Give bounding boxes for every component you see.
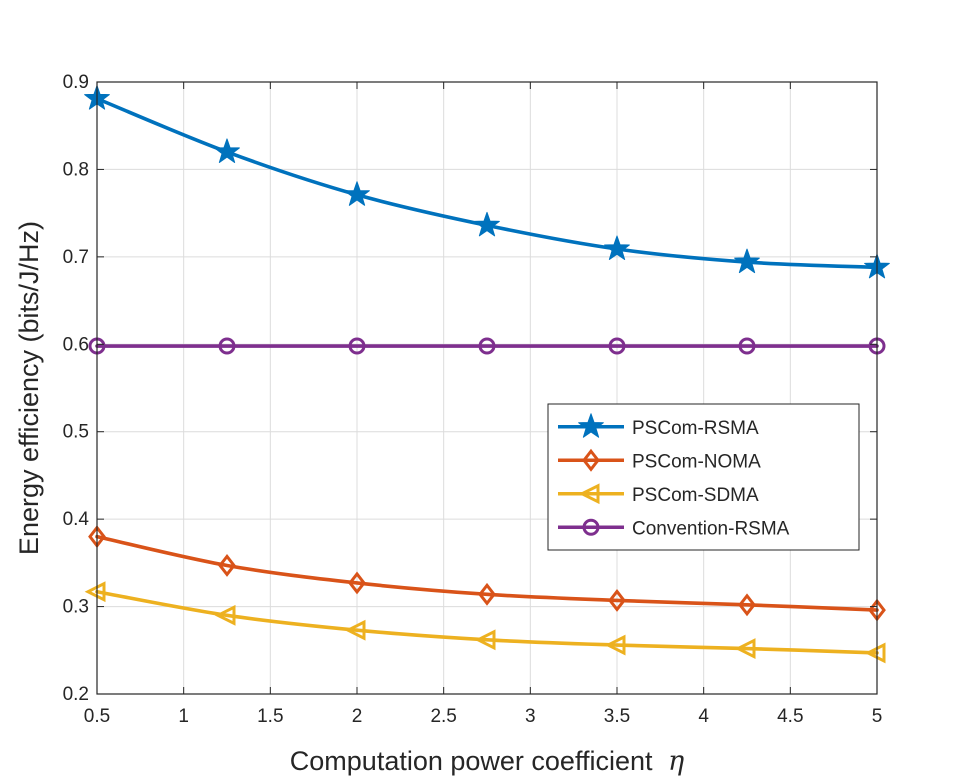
data-point xyxy=(738,593,756,617)
data-point xyxy=(734,248,760,274)
legend-entry: PSCom-SDMA xyxy=(558,483,759,506)
y-tick-label: 0.2 xyxy=(63,684,89,705)
data-point xyxy=(604,235,630,261)
y-tick-label: 0.6 xyxy=(63,334,89,355)
y-tick-label: 0.8 xyxy=(63,159,89,180)
legend-marker xyxy=(578,483,600,505)
x-axis-label: Computation power coefficient η xyxy=(290,746,684,777)
legend-entry: Convention-RSMA xyxy=(558,518,790,539)
x-axis-label-symbol: η xyxy=(668,746,684,777)
x-axis-label-text: Computation power coefficient xyxy=(290,746,653,776)
data-point xyxy=(478,337,496,355)
data-point xyxy=(348,337,366,355)
legend-marker xyxy=(578,413,604,438)
data-point xyxy=(84,581,106,603)
x-tick-label: 1.5 xyxy=(257,706,283,727)
series-pscom-sdma xyxy=(84,581,886,664)
data-point xyxy=(864,642,886,664)
data-point xyxy=(214,604,236,626)
series-line xyxy=(95,534,879,612)
data-point xyxy=(214,138,240,163)
legend-entry: PSCom-RSMA xyxy=(558,413,759,439)
y-tick-label: 0.4 xyxy=(63,509,90,530)
x-tick-label: 2 xyxy=(352,706,363,727)
y-tick-label: 0.3 xyxy=(63,597,89,618)
y-axis-label: Energy efficiency (bits/J/Hz) xyxy=(14,221,44,555)
x-tick-label: 4 xyxy=(698,706,709,727)
x-tick-label: 1 xyxy=(178,706,189,727)
x-tick-label: 5 xyxy=(872,706,883,727)
data-point xyxy=(474,211,500,237)
legend-label: Convention-RSMA xyxy=(632,518,790,539)
x-tick-label: 0.5 xyxy=(84,706,110,727)
data-point xyxy=(608,589,626,612)
data-point xyxy=(218,337,236,355)
x-tick-label: 4.5 xyxy=(777,706,803,727)
data-point xyxy=(734,638,756,659)
legend-marker xyxy=(582,518,600,536)
legend: PSCom-RSMA PSCom-NOMA PSCom-SDMA Convention… xyxy=(547,403,860,551)
data-point xyxy=(218,554,236,577)
data-point xyxy=(344,181,370,206)
series-line xyxy=(95,589,879,655)
y-tick-label: 0.5 xyxy=(63,422,89,443)
data-point xyxy=(604,634,626,656)
data-point xyxy=(348,571,366,595)
data-point xyxy=(608,337,626,355)
legend-label: PSCom-RSMA xyxy=(632,418,759,439)
legend-label: PSCom-NOMA xyxy=(632,451,761,472)
x-tick-label: 3 xyxy=(525,706,536,727)
x-tick-label: 2.5 xyxy=(430,706,456,727)
plot-frame xyxy=(96,81,878,695)
data-point xyxy=(344,619,366,641)
x-tick-label: 3.5 xyxy=(604,706,630,727)
y-tick-label: 0.9 xyxy=(63,72,89,93)
axis-ticks: 0.5 1 1.5 2 2.5 3 3.5 4 4.5 5 0.2 0.3 0.4 0.5 0.6 0.7 0.… xyxy=(63,72,883,727)
legend-marker xyxy=(582,448,600,472)
data-point xyxy=(474,629,496,651)
y-tick-label: 0.7 xyxy=(63,247,89,268)
data-point xyxy=(478,582,496,606)
legend-entry: PSCom-NOMA xyxy=(558,448,761,472)
data-point xyxy=(738,337,756,355)
legend-label: PSCom-SDMA xyxy=(632,485,759,506)
